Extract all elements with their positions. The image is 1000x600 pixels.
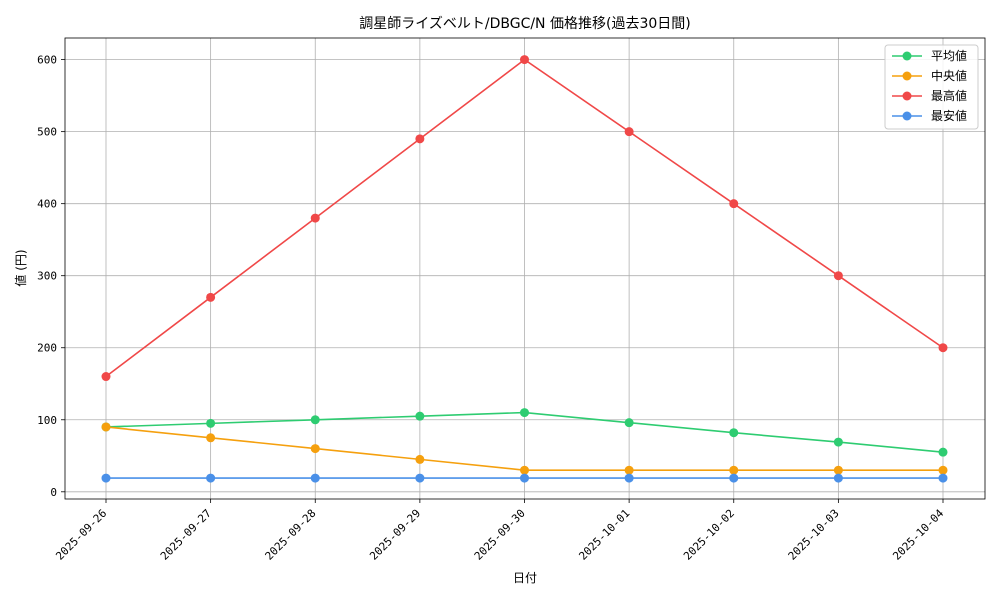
- data-point: [624, 418, 634, 428]
- legend-marker: [902, 91, 912, 101]
- data-point: [520, 55, 529, 65]
- data-point: [101, 422, 111, 432]
- x-tick-label: 2025-09-30: [472, 507, 528, 563]
- x-tick-label: 2025-10-03: [786, 507, 842, 563]
- data-point: [833, 473, 843, 483]
- x-tick-label: 2025-10-01: [576, 507, 632, 563]
- series-lines: [101, 55, 948, 483]
- data-point: [624, 473, 634, 483]
- data-point: [833, 465, 843, 475]
- axes: 2025-09-26 2025-09-27 2025-09-28 2025-09-29…: [37, 54, 946, 563]
- legend-label: 最高値: [931, 88, 967, 103]
- x-tick-label: 2025-10-02: [681, 507, 737, 563]
- data-point: [729, 473, 739, 483]
- legend-box: [884, 44, 979, 130]
- data-point: [729, 465, 739, 475]
- legend-label: 平均値: [931, 48, 967, 63]
- legend-label: 中央値: [931, 68, 967, 83]
- y-tick-label: 0: [50, 486, 57, 499]
- data-point: [206, 418, 216, 428]
- y-axis-label: 値 (円): [13, 249, 28, 286]
- data-point: [624, 465, 634, 475]
- x-tick-label: 2025-09-28: [263, 507, 319, 563]
- x-tick-label: 2025-09-27: [158, 507, 214, 563]
- data-point: [729, 428, 739, 438]
- x-tick-label: 2025-09-26: [53, 507, 109, 563]
- data-point: [101, 473, 111, 483]
- data-point: [310, 415, 320, 425]
- data-point: [310, 444, 320, 454]
- data-point: [415, 134, 425, 144]
- data-point: [938, 447, 948, 457]
- data-point: [206, 473, 216, 483]
- data-point: [624, 127, 634, 137]
- data-point: [310, 213, 320, 223]
- legend-marker: [902, 51, 912, 61]
- plot-frame: [64, 37, 986, 500]
- y-tick-label: 200: [37, 342, 57, 355]
- x-tick-label: 2025-09-29: [367, 507, 423, 563]
- data-point: [833, 271, 843, 281]
- data-point: [520, 408, 529, 418]
- x-axis-label: 日付: [513, 571, 537, 585]
- legend-marker: [902, 71, 912, 81]
- legend-marker: [902, 111, 912, 121]
- data-point: [729, 199, 739, 209]
- y-tick-label: 100: [37, 414, 57, 427]
- data-point: [206, 433, 216, 443]
- y-tick-label: 600: [37, 54, 57, 67]
- y-tick-label: 500: [37, 126, 57, 139]
- data-point: [833, 437, 843, 447]
- data-point: [415, 473, 425, 483]
- y-tick-label: 300: [37, 270, 57, 283]
- data-point: [101, 372, 111, 382]
- data-point: [310, 473, 320, 483]
- chart-title: 調星師ライズベルト/DBGC/N 価格推移(過去30日間): [359, 16, 690, 32]
- data-point: [938, 473, 948, 483]
- data-point: [938, 465, 948, 475]
- data-point: [938, 343, 948, 353]
- data-point: [415, 454, 425, 464]
- x-tick-label: 2025-10-04: [890, 506, 946, 562]
- data-point: [415, 411, 425, 421]
- legend-label: 最安値: [931, 108, 967, 123]
- data-point: [206, 292, 216, 302]
- data-point: [520, 473, 529, 483]
- data-point: [520, 465, 529, 475]
- y-tick-label: 400: [37, 198, 57, 211]
- grid-lines: [65, 38, 985, 499]
